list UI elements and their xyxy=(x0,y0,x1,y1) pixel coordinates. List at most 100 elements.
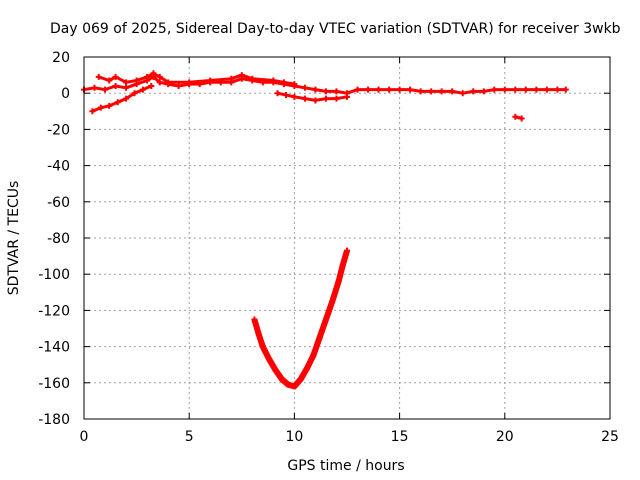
data-point xyxy=(291,93,298,100)
y-axis-label: SDTVAR / TECUs xyxy=(6,181,22,296)
data-point xyxy=(301,84,308,91)
x-tick-label: 15 xyxy=(391,429,409,445)
data-point xyxy=(375,86,382,93)
data-point xyxy=(291,383,298,390)
y-tick-label: -160 xyxy=(38,376,70,392)
data-point xyxy=(386,86,393,93)
grid-lines xyxy=(84,57,610,419)
data-point xyxy=(396,86,403,93)
data-point xyxy=(533,86,540,93)
x-tick-label: 20 xyxy=(496,429,514,445)
data-point xyxy=(512,113,519,120)
y-tick-label: -80 xyxy=(47,231,70,247)
data-point xyxy=(417,88,424,95)
data-point xyxy=(131,90,138,97)
data-point xyxy=(91,84,98,91)
x-tick-label: 5 xyxy=(185,429,194,445)
data-point xyxy=(491,86,498,93)
data-point xyxy=(449,88,456,95)
data-point xyxy=(144,73,151,80)
data-point xyxy=(282,92,289,99)
data-point xyxy=(562,86,569,93)
data-point xyxy=(322,88,329,95)
data-point xyxy=(312,86,319,93)
y-tick-label: -20 xyxy=(47,122,70,138)
data-point xyxy=(156,73,163,80)
data-point xyxy=(459,90,466,97)
data-point xyxy=(207,77,214,84)
data-point xyxy=(259,343,266,350)
data-point xyxy=(95,73,102,80)
data-point xyxy=(322,95,329,102)
y-tick-label: -120 xyxy=(38,303,70,319)
data-point xyxy=(339,262,346,269)
data-point xyxy=(543,86,550,93)
data-point xyxy=(333,95,340,102)
data-point xyxy=(97,104,104,111)
data-point xyxy=(333,88,340,95)
data-point xyxy=(285,381,292,388)
data-point xyxy=(123,79,130,86)
axis-ticks: 0 5 10 15 20 25 20 0 -20 -40 -60 -80 -100 -120 -140 -16… xyxy=(38,50,619,445)
x-axis-label: GPS time / hours xyxy=(287,458,404,474)
data-point xyxy=(304,365,311,372)
data-point xyxy=(114,99,121,106)
data-point xyxy=(301,95,308,102)
data-point xyxy=(480,88,487,95)
data-point xyxy=(251,316,258,323)
data-point xyxy=(365,86,372,93)
data-point xyxy=(335,278,342,285)
data-point xyxy=(274,90,281,97)
data-point xyxy=(312,97,319,104)
data-point xyxy=(329,298,336,305)
data-point xyxy=(270,77,277,84)
data-point xyxy=(291,81,298,88)
data-point xyxy=(316,334,323,341)
x-tick-label: 25 xyxy=(601,429,619,445)
data-point xyxy=(165,79,172,86)
data-point xyxy=(238,72,245,79)
data-point xyxy=(554,86,561,93)
data-point xyxy=(112,82,119,89)
data-point xyxy=(133,77,140,84)
data-point xyxy=(297,376,304,383)
data-series xyxy=(81,70,569,390)
data-point xyxy=(106,77,113,84)
data-point xyxy=(428,88,435,95)
data-point xyxy=(322,316,329,323)
data-point xyxy=(175,82,182,89)
data-point xyxy=(470,88,477,95)
data-point xyxy=(354,86,361,93)
x-tick-label: 10 xyxy=(285,429,303,445)
x-tick-label: 0 xyxy=(80,429,89,445)
y-tick-label: 20 xyxy=(52,50,70,66)
data-point xyxy=(272,367,279,374)
data-point xyxy=(255,330,262,337)
data-point xyxy=(106,102,113,109)
data-point xyxy=(228,75,235,82)
data-point xyxy=(123,84,130,91)
data-point xyxy=(344,93,350,100)
data-point xyxy=(148,82,155,89)
data-point xyxy=(512,86,519,93)
data-point xyxy=(249,75,256,82)
chart-title: Day 069 of 2025, Sidereal Day-to-day VTE… xyxy=(50,21,621,37)
data-point xyxy=(278,376,285,383)
y-tick-label: -140 xyxy=(38,340,70,356)
y-tick-label: -100 xyxy=(38,267,70,283)
y-tick-label: -180 xyxy=(38,412,70,428)
data-point xyxy=(438,88,445,95)
data-point xyxy=(123,95,130,102)
data-point xyxy=(266,356,273,363)
data-point xyxy=(150,70,157,77)
data-point xyxy=(344,247,350,254)
data-point xyxy=(102,86,109,93)
y-tick-label: 0 xyxy=(61,86,70,102)
data-point xyxy=(186,79,193,86)
data-point xyxy=(310,352,317,359)
series-deep-dip xyxy=(251,249,350,390)
y-tick-label: -60 xyxy=(47,195,70,211)
data-point xyxy=(280,79,287,86)
data-point xyxy=(501,86,508,93)
